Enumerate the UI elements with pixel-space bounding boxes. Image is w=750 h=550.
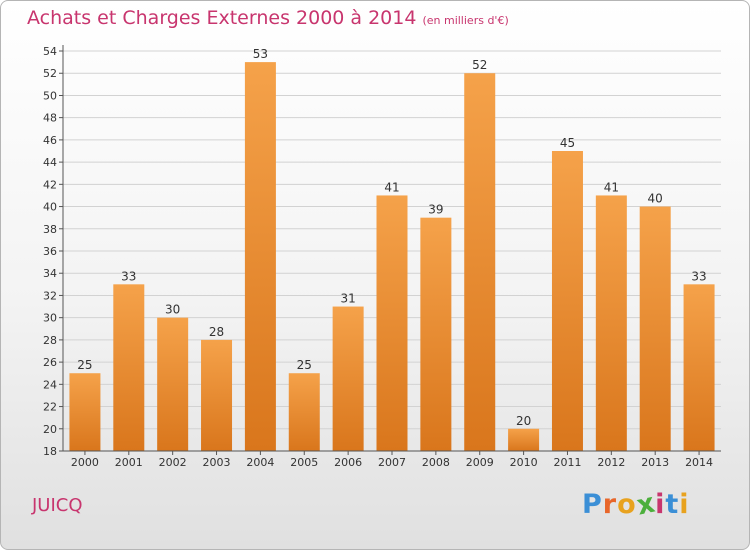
bar-2003	[201, 339, 233, 451]
value-label-2008: 39	[428, 203, 443, 217]
value-label-2009: 52	[472, 58, 487, 72]
x-tick-label-2002: 2002	[159, 456, 187, 469]
value-label-2005: 25	[297, 358, 312, 372]
x-tick-label-2003: 2003	[203, 456, 231, 469]
x-tick-label-2005: 2005	[290, 456, 318, 469]
commune-name: JUICQ	[32, 495, 83, 516]
y-tick-label: 36	[43, 245, 57, 258]
value-label-2000: 25	[77, 358, 92, 372]
value-label-2013: 40	[648, 192, 663, 206]
y-tick-label: 34	[43, 267, 57, 280]
value-label-2001: 33	[121, 269, 136, 283]
bar-2009	[464, 73, 496, 451]
bar-2007	[376, 195, 408, 451]
bar-2010	[508, 428, 540, 451]
logo-letter: i	[679, 489, 690, 520]
bar-2014	[683, 284, 715, 451]
y-tick-label: 50	[43, 89, 57, 102]
y-tick-label: 28	[43, 334, 57, 347]
y-tick-label: 42	[43, 178, 57, 191]
y-tick-label: 24	[43, 378, 57, 391]
y-tick-label: 54	[43, 45, 57, 58]
y-tick-label: 52	[43, 67, 57, 80]
bar-2006	[332, 306, 364, 451]
logo-letter: P	[582, 489, 603, 520]
x-tick-label-2012: 2012	[597, 456, 625, 469]
chart-title-text: Achats et Charges Externes 2000 à 2014	[27, 7, 417, 29]
y-tick-label: 46	[43, 134, 57, 147]
logo-letter: i	[655, 489, 666, 520]
bar-2005	[288, 373, 320, 451]
logo-letter: t	[665, 489, 680, 520]
x-tick-label-2009: 2009	[466, 456, 494, 469]
x-tick-label-2013: 2013	[641, 456, 669, 469]
bar-2012	[595, 195, 627, 451]
y-tick-label: 38	[43, 223, 57, 236]
y-tick-label: 26	[43, 356, 57, 369]
x-tick-label-2004: 2004	[246, 456, 274, 469]
chart-title: Achats et Charges Externes 2000 à 2014 (e…	[27, 7, 509, 29]
y-tick-label: 44	[43, 156, 57, 169]
proxiti-logo[interactable]: Proxiti	[582, 487, 690, 521]
x-tick-label-2000: 2000	[71, 456, 99, 469]
bar-2013	[639, 206, 671, 451]
y-tick-label: 22	[43, 401, 57, 414]
y-tick-label: 30	[43, 312, 57, 325]
logo-letter: o	[617, 489, 637, 520]
x-tick-label-2001: 2001	[115, 456, 143, 469]
value-label-2002: 30	[165, 303, 180, 317]
value-label-2004: 53	[253, 47, 268, 61]
y-tick-label: 48	[43, 112, 57, 125]
value-label-2011: 45	[560, 136, 575, 150]
logo-letter: r	[602, 489, 618, 520]
bar-2002	[157, 317, 189, 451]
chart-unit: (en milliers d'€)	[422, 14, 509, 27]
x-tick-label-2007: 2007	[378, 456, 406, 469]
value-label-2014: 33	[691, 269, 706, 283]
value-label-2007: 41	[384, 180, 399, 194]
value-label-2012: 41	[604, 180, 619, 194]
y-tick-label: 40	[43, 201, 57, 214]
bar-2004	[244, 62, 276, 451]
value-label-2010: 20	[516, 414, 531, 428]
bar-2001	[113, 284, 145, 451]
value-label-2006: 31	[340, 292, 355, 306]
y-tick-label: 18	[43, 445, 57, 458]
x-tick-label-2006: 2006	[334, 456, 362, 469]
x-tick-label-2010: 2010	[510, 456, 538, 469]
bar-2008	[420, 217, 452, 451]
bar-2011	[551, 151, 583, 451]
y-tick-label: 20	[43, 423, 57, 436]
value-label-2003: 28	[209, 325, 224, 339]
x-tick-label-2011: 2011	[553, 456, 581, 469]
bar-2000	[69, 373, 101, 451]
x-tick-label-2014: 2014	[685, 456, 713, 469]
y-tick-label: 32	[43, 289, 57, 302]
x-tick-label-2008: 2008	[422, 456, 450, 469]
